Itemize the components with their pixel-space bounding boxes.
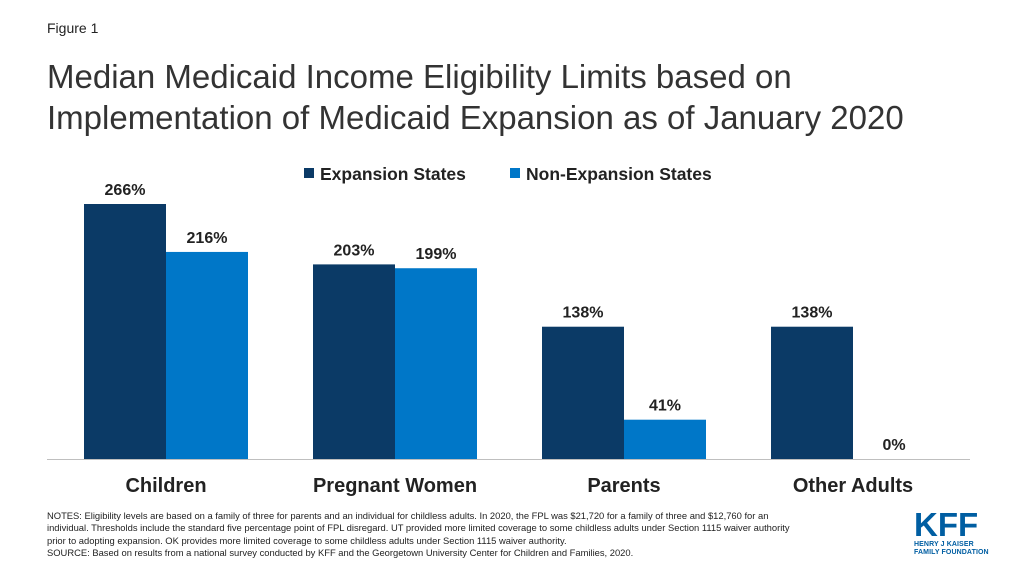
bar-children-non-expansion-states bbox=[166, 251, 248, 459]
data-label-children-non-expansion-states: 216% bbox=[187, 230, 228, 247]
bar-pregnant-women-non-expansion-states bbox=[395, 268, 477, 459]
data-label-children-expansion-states: 266% bbox=[105, 182, 146, 199]
bar-children-expansion-states bbox=[84, 204, 166, 459]
bar-other-adults-expansion-states bbox=[771, 326, 853, 459]
legend-swatch-non-expansion-states bbox=[510, 168, 520, 178]
source-line: SOURCE: Based on results from a national… bbox=[47, 547, 634, 559]
category-label-other-adults: Other Adults bbox=[793, 475, 913, 497]
kff-logo-line-1: HENRY J KAISER bbox=[914, 541, 974, 548]
chart-title-line-2: Implementation of Medicaid Expansion as … bbox=[47, 99, 904, 136]
chart-title-line-1: Median Medicaid Income Eligibility Limit… bbox=[47, 58, 792, 95]
chart-title: Median Medicaid Income Eligibility Limit… bbox=[47, 56, 987, 138]
notes-line-1: NOTES: Eligibility levels are based on a… bbox=[47, 510, 769, 521]
bar-pregnant-women-expansion-states bbox=[313, 264, 395, 459]
data-label-other-adults-expansion-states: 138% bbox=[792, 305, 833, 322]
data-label-other-adults-non-expansion-states: 0% bbox=[882, 437, 905, 454]
notes-line-3: prior to adopting expansion. OK provides… bbox=[47, 534, 567, 546]
category-label-parents: Parents bbox=[587, 475, 660, 497]
kff-logo-line-2: FAMILY FOUNDATION bbox=[914, 549, 989, 556]
notes: NOTES: Eligibility levels are based on a… bbox=[47, 510, 897, 560]
notes-line-2: individual. Thresholds include the stand… bbox=[47, 522, 790, 534]
figure-label: Figure 1 bbox=[47, 20, 99, 36]
legend-swatch-expansion-states bbox=[304, 168, 314, 178]
category-label-children: Children bbox=[125, 475, 206, 497]
category-label-pregnant-women: Pregnant Women bbox=[313, 475, 477, 497]
bar-chart: Expansion States Non-Expansion States 266%… bbox=[47, 164, 970, 497]
bar-parents-expansion-states bbox=[542, 326, 624, 459]
bar-parents-non-expansion-states bbox=[624, 419, 706, 459]
data-label-pregnant-women-non-expansion-states: 199% bbox=[416, 246, 457, 263]
kff-logo: KFF HENRY J KAISER FAMILY FOUNDATION bbox=[914, 506, 996, 559]
data-label-pregnant-women-expansion-states: 203% bbox=[334, 242, 375, 259]
kff-logo-mark: KFF bbox=[914, 506, 979, 543]
legend-label-non-expansion-states: Non-Expansion States bbox=[526, 164, 712, 184]
legend-label-expansion-states: Expansion States bbox=[320, 164, 466, 184]
data-label-parents-expansion-states: 138% bbox=[563, 305, 604, 322]
data-label-parents-non-expansion-states: 41% bbox=[649, 398, 681, 415]
